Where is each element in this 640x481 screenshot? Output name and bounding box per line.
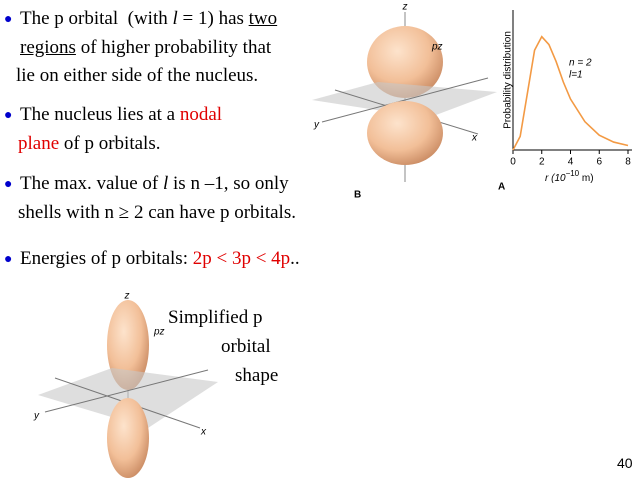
text: The nucleus lies at a [20,104,180,125]
text: l [162,173,169,194]
lower-lobe [367,101,443,165]
annotation: l=1 [569,70,583,81]
text: of higher probability that [75,37,272,58]
text: shells with n ≥ 2 can have p orbitals. [18,202,296,223]
text: plane [18,133,60,154]
bullet-line: Energies of p orbitals: 2p < 3p < 4p.. [20,248,300,270]
axis-label: y [313,120,320,131]
orbital-figure-simplified: z pz y x [33,291,218,478]
axis-label: x [471,133,478,144]
panel-label: A [498,182,505,193]
y-axis-label: Probability distribution [503,31,514,129]
text: 2p < 3p < 4p [192,248,291,269]
y-axis [44,369,209,413]
x-label-part: r (10 [545,173,566,184]
x-tick-label: 8 [625,157,631,168]
caption: orbital [221,336,271,357]
upper-lobe [107,300,149,390]
text: two [248,8,278,29]
axis-label: y [33,411,40,422]
bullet-line: regions of higher probability that [20,37,271,59]
axis-label: z [124,291,130,302]
text: nodal [179,104,223,125]
y-axis [321,77,489,123]
x-label-part: m) [579,173,593,184]
annotation: n = 2 [569,58,592,69]
text: Energies of p orbitals: [20,248,193,269]
caption: Simplified p [168,307,263,328]
panel-label: B [354,190,361,201]
text: of p orbitals. [59,133,161,154]
text: = 1) has [177,8,249,29]
text: .. [290,248,300,269]
orbital-label: pz [431,42,443,53]
text: regions [20,37,76,58]
orbital-label: pz [153,327,165,338]
bullet-line: The max. value of l is n –1, so only [20,173,289,195]
bullet-dot: ● [4,108,13,123]
bullet-line: The nucleus lies at a nodal [20,104,222,126]
bullet-line: lie on either side of the nucleus. [16,65,258,87]
x-label-part: −10 [566,169,580,178]
text: is n –1, so only [168,173,289,194]
text: lie on either side of the nucleus. [16,65,259,86]
axis-label: x [200,427,207,438]
lower-lobe [107,398,149,478]
x-tick-label: 2 [539,157,545,168]
text: The max. value of [20,173,163,194]
x-axis-label: r (10−10 m) [545,169,594,184]
bullet-line: plane of p orbitals. [18,133,160,155]
bullet-dot: ● [4,12,13,27]
upper-lobe [367,26,443,98]
text: l [172,8,178,29]
text: The p orbital (with [20,8,173,29]
caption: shape [235,365,279,386]
bullet-dot: ● [4,177,13,192]
x-tick-label: 4 [568,157,574,168]
x-tick-label: 0 [510,157,516,168]
axis-label: z [402,2,408,13]
page-number: 40 [617,455,633,471]
bullet-line: shells with n ≥ 2 can have p orbitals. [18,202,296,224]
distribution-curve [512,35,629,151]
probability-plot: Probability distribution n = 2 l=1 r (10… [498,10,632,193]
x-tick-label: 6 [596,157,602,168]
orbital-figure-b: z pz y x B [312,2,497,201]
bullet-line: The p orbital (with l = 1) has two [20,8,277,30]
bullet-dot: ● [4,252,13,267]
